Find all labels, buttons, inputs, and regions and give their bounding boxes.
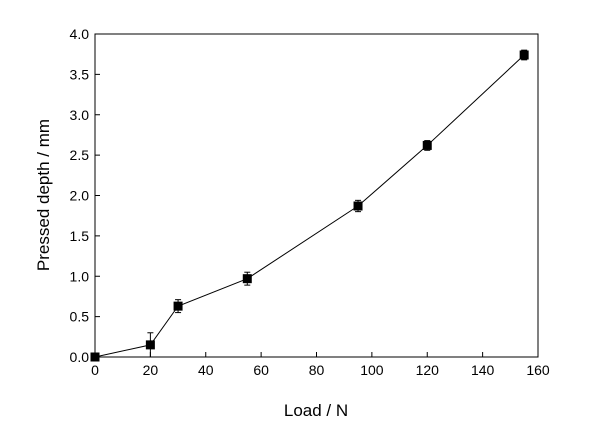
x-tick-label: 60 [253,362,269,378]
data-series [90,49,529,362]
data-point-marker [422,140,432,150]
y-tick-label: 0.5 [70,309,90,325]
x-tick-label: 80 [309,362,325,378]
data-point-marker [145,340,155,350]
x-tick-label: 140 [471,362,495,378]
y-tick-label: 4.0 [70,26,90,42]
series-line [94,54,525,358]
y-tick-label: 1.0 [70,268,90,284]
data-point-marker [90,352,100,362]
y-tick-label: 1.5 [70,228,90,244]
x-tick-label: 20 [143,362,159,378]
data-point-marker [242,274,252,284]
x-tick-label: 40 [198,362,214,378]
x-tick-label: 120 [416,362,440,378]
y-tick-label: 2.5 [70,147,90,163]
y-axis: 0.0 0.5 1.0 1.5 2.0 2.5 3.0 3.5 4.0 [70,26,100,365]
x-tick-label: 100 [360,362,384,378]
x-axis-title: Load / N [284,401,348,420]
x-tick-label: 160 [526,362,550,378]
data-point-marker [519,50,529,60]
y-tick-label: 0.0 [70,349,90,365]
y-tick-label: 2.0 [70,188,90,204]
data-point-marker [173,301,183,311]
plot-area-frame [94,33,539,358]
y-axis-title: Pressed depth / mm [34,119,53,271]
data-point-marker [353,201,363,211]
y-tick-label: 3.5 [70,66,90,82]
y-tick-label: 3.0 [70,107,90,123]
x-axis: 0 20 40 60 80 100 120 140 160 [91,352,550,378]
x-tick-label: 0 [91,362,99,378]
